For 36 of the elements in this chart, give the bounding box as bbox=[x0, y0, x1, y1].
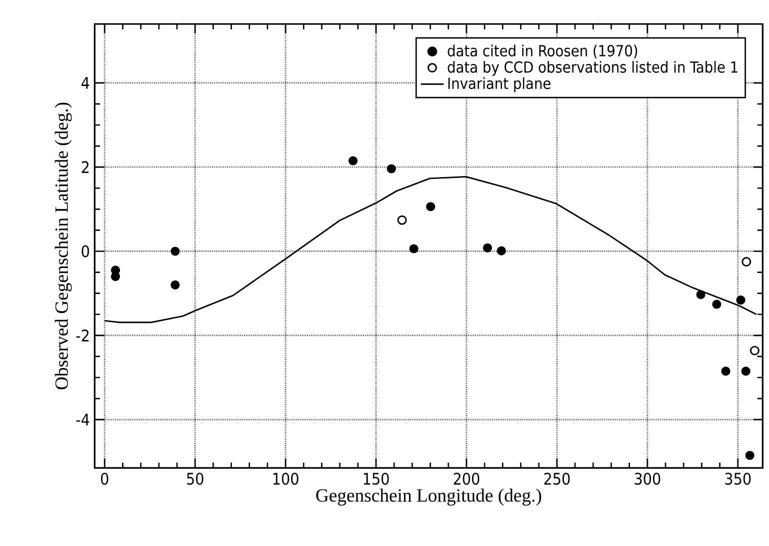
point bbox=[482, 243, 492, 252]
legend-label: data cited in Roosen (1970) bbox=[448, 44, 638, 58]
point bbox=[496, 246, 506, 256]
x-tick-label: 150 bbox=[364, 472, 389, 485]
x-tick-label: 350 bbox=[725, 472, 751, 485]
x-tick-label: 200 bbox=[454, 472, 480, 485]
point bbox=[742, 257, 752, 267]
point bbox=[736, 296, 746, 305]
point bbox=[170, 246, 180, 256]
point bbox=[745, 450, 754, 460]
x-tick-label: 300 bbox=[634, 472, 660, 485]
point bbox=[741, 366, 750, 376]
y-tick-label: -4 bbox=[76, 414, 90, 426]
point bbox=[170, 280, 180, 290]
point bbox=[348, 156, 358, 166]
point bbox=[750, 346, 760, 356]
y-tick-label: 0 bbox=[82, 245, 89, 258]
point bbox=[386, 164, 396, 174]
point bbox=[409, 244, 418, 254]
point bbox=[712, 300, 722, 309]
x-tick-label: 250 bbox=[544, 472, 570, 485]
y-axis-title: Observed Gegenschein Latitude (deg.) bbox=[54, 102, 72, 390]
point bbox=[397, 215, 407, 225]
point bbox=[110, 272, 120, 282]
point bbox=[696, 290, 706, 300]
x-tick-label: 50 bbox=[187, 472, 204, 485]
legend-label: data by CCD observations listed in Table 1 bbox=[448, 60, 738, 76]
x-tick-label: 100 bbox=[273, 472, 298, 485]
y-tick-label: 4 bbox=[82, 77, 90, 89]
x-tick-label: 0 bbox=[101, 472, 108, 485]
point bbox=[721, 366, 730, 376]
x-axis-title: Gegenschein Longitude (deg.) bbox=[316, 488, 542, 506]
y-tick-label: 2 bbox=[82, 161, 89, 174]
y-tick-label: -2 bbox=[76, 329, 89, 342]
point bbox=[426, 202, 436, 212]
legend-label: Invariant plane bbox=[448, 77, 550, 92]
